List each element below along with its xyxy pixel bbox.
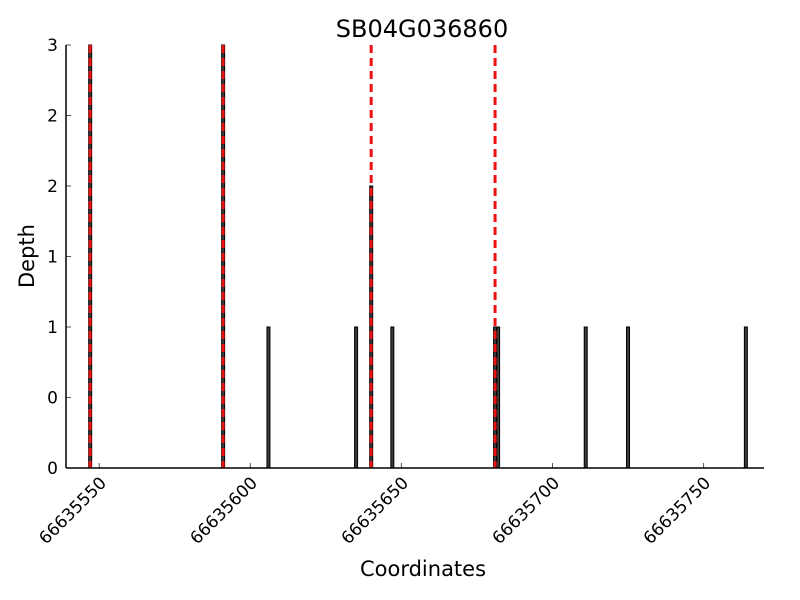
depth-bar [583, 326, 588, 469]
x-ticks: 66635550 66635600 66635650 66635700 66635750 [35, 463, 715, 549]
x-tick-label: 66635600 [187, 473, 262, 548]
depth-bar [626, 326, 631, 469]
reference-lines [88, 45, 497, 468]
depth-bar [390, 326, 395, 469]
depth-bar [354, 326, 359, 469]
x-tick-label: 66635550 [35, 473, 110, 548]
y-tick-label: 2 [47, 107, 58, 127]
x-axis-label: Coordinates [360, 557, 486, 581]
y-tick-label: 3 [47, 36, 58, 56]
y-tick-label: 1 [47, 318, 58, 338]
bars [88, 44, 748, 469]
depth-bar [496, 326, 501, 469]
y-axis-label: Depth [15, 224, 39, 288]
y-tick-label: 1 [47, 248, 58, 268]
chart-title: SB04G036860 [336, 15, 508, 43]
y-tick-label: 2 [47, 177, 58, 197]
x-tick-label: 66635650 [338, 473, 413, 548]
x-tick-label: 66635750 [640, 473, 715, 548]
y-ticks: 0 0 1 1 2 2 3 [47, 36, 71, 479]
y-tick-label: 0 [47, 389, 58, 409]
y-tick-label: 0 [47, 459, 58, 479]
x-tick-label: 66635700 [489, 473, 564, 548]
depth-bar [266, 326, 271, 469]
depth-bar [743, 326, 748, 469]
